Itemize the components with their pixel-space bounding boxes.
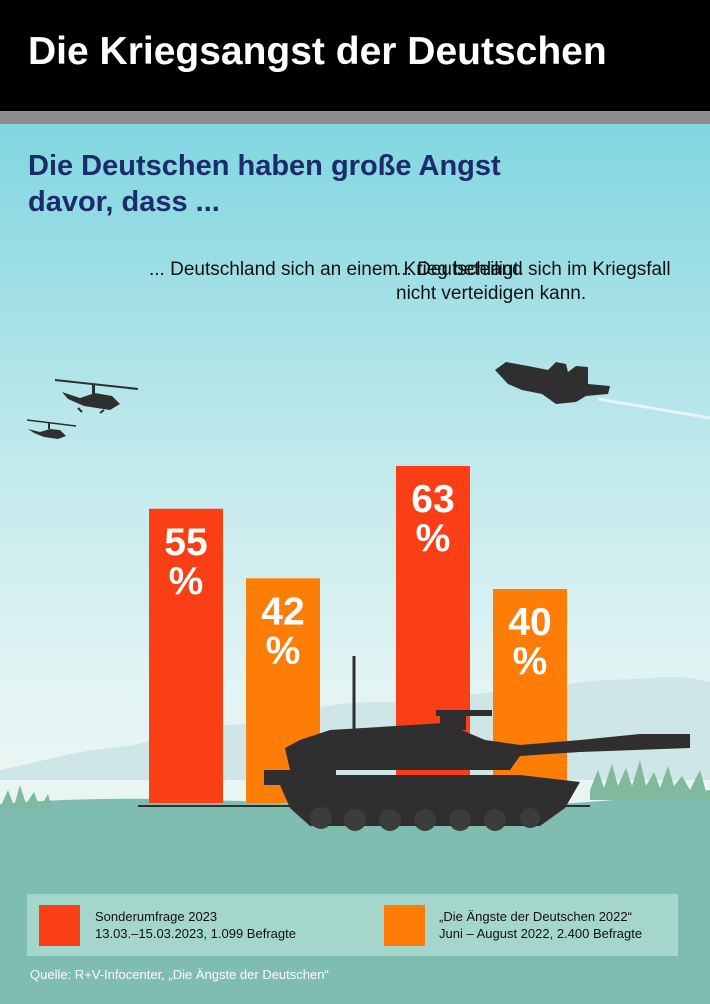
group-label-2: ... Deutschland sich im Kriegsfall nicht…: [396, 259, 671, 305]
value-label-2022-2: 40%: [508, 601, 551, 683]
source-note: Quelle: R+V-Infocenter, „Die Ängste der …: [30, 967, 329, 982]
page-title: Die Kriegsangst der Deutschen: [28, 30, 607, 73]
helicopter-icon: [54, 379, 139, 414]
chart-subtitle: Die Deutschen haben große Angst davor, d…: [28, 150, 501, 219]
bar-2023-1: [149, 508, 223, 803]
grass-tufts: [0, 760, 710, 808]
legend-title-2022: „Die Ängste der Deutschen 2022“: [439, 909, 632, 924]
value-label-2023-2: 63%: [411, 478, 454, 560]
jet-contrail: [597, 397, 710, 420]
value-label-2022-1: 42%: [261, 590, 304, 672]
legend: Sonderumfrage 2023 13.03.–15.03.2023, 1.0…: [27, 894, 678, 956]
helicopter-icon: [26, 419, 77, 439]
fighter-jet-icon: [495, 362, 610, 404]
legend-detail-2023: 13.03.–15.03.2023, 1.099 Befragte: [95, 926, 296, 942]
legend-swatch-2022: [384, 905, 425, 946]
value-label-2023-1: 55%: [164, 521, 207, 603]
header-divider: [0, 111, 710, 124]
legend-label-2023: Sonderumfrage 2023 13.03.–15.03.2023, 1.0…: [95, 908, 296, 942]
header-bar: Die Kriegsangst der Deutschen: [0, 0, 710, 111]
legend-title-2023: Sonderumfrage 2023: [95, 909, 218, 924]
legend-detail-2022: Juni – August 2022, 2.400 Befragte: [439, 926, 643, 942]
legend-label-2022: „Die Ängste der Deutschen 2022“ Juni – Au…: [439, 908, 642, 942]
group-label-1: ... Deutschland sich an einem Krieg bete…: [149, 259, 524, 280]
legend-swatch-2023: [39, 905, 80, 946]
tank-icon: [264, 656, 690, 831]
